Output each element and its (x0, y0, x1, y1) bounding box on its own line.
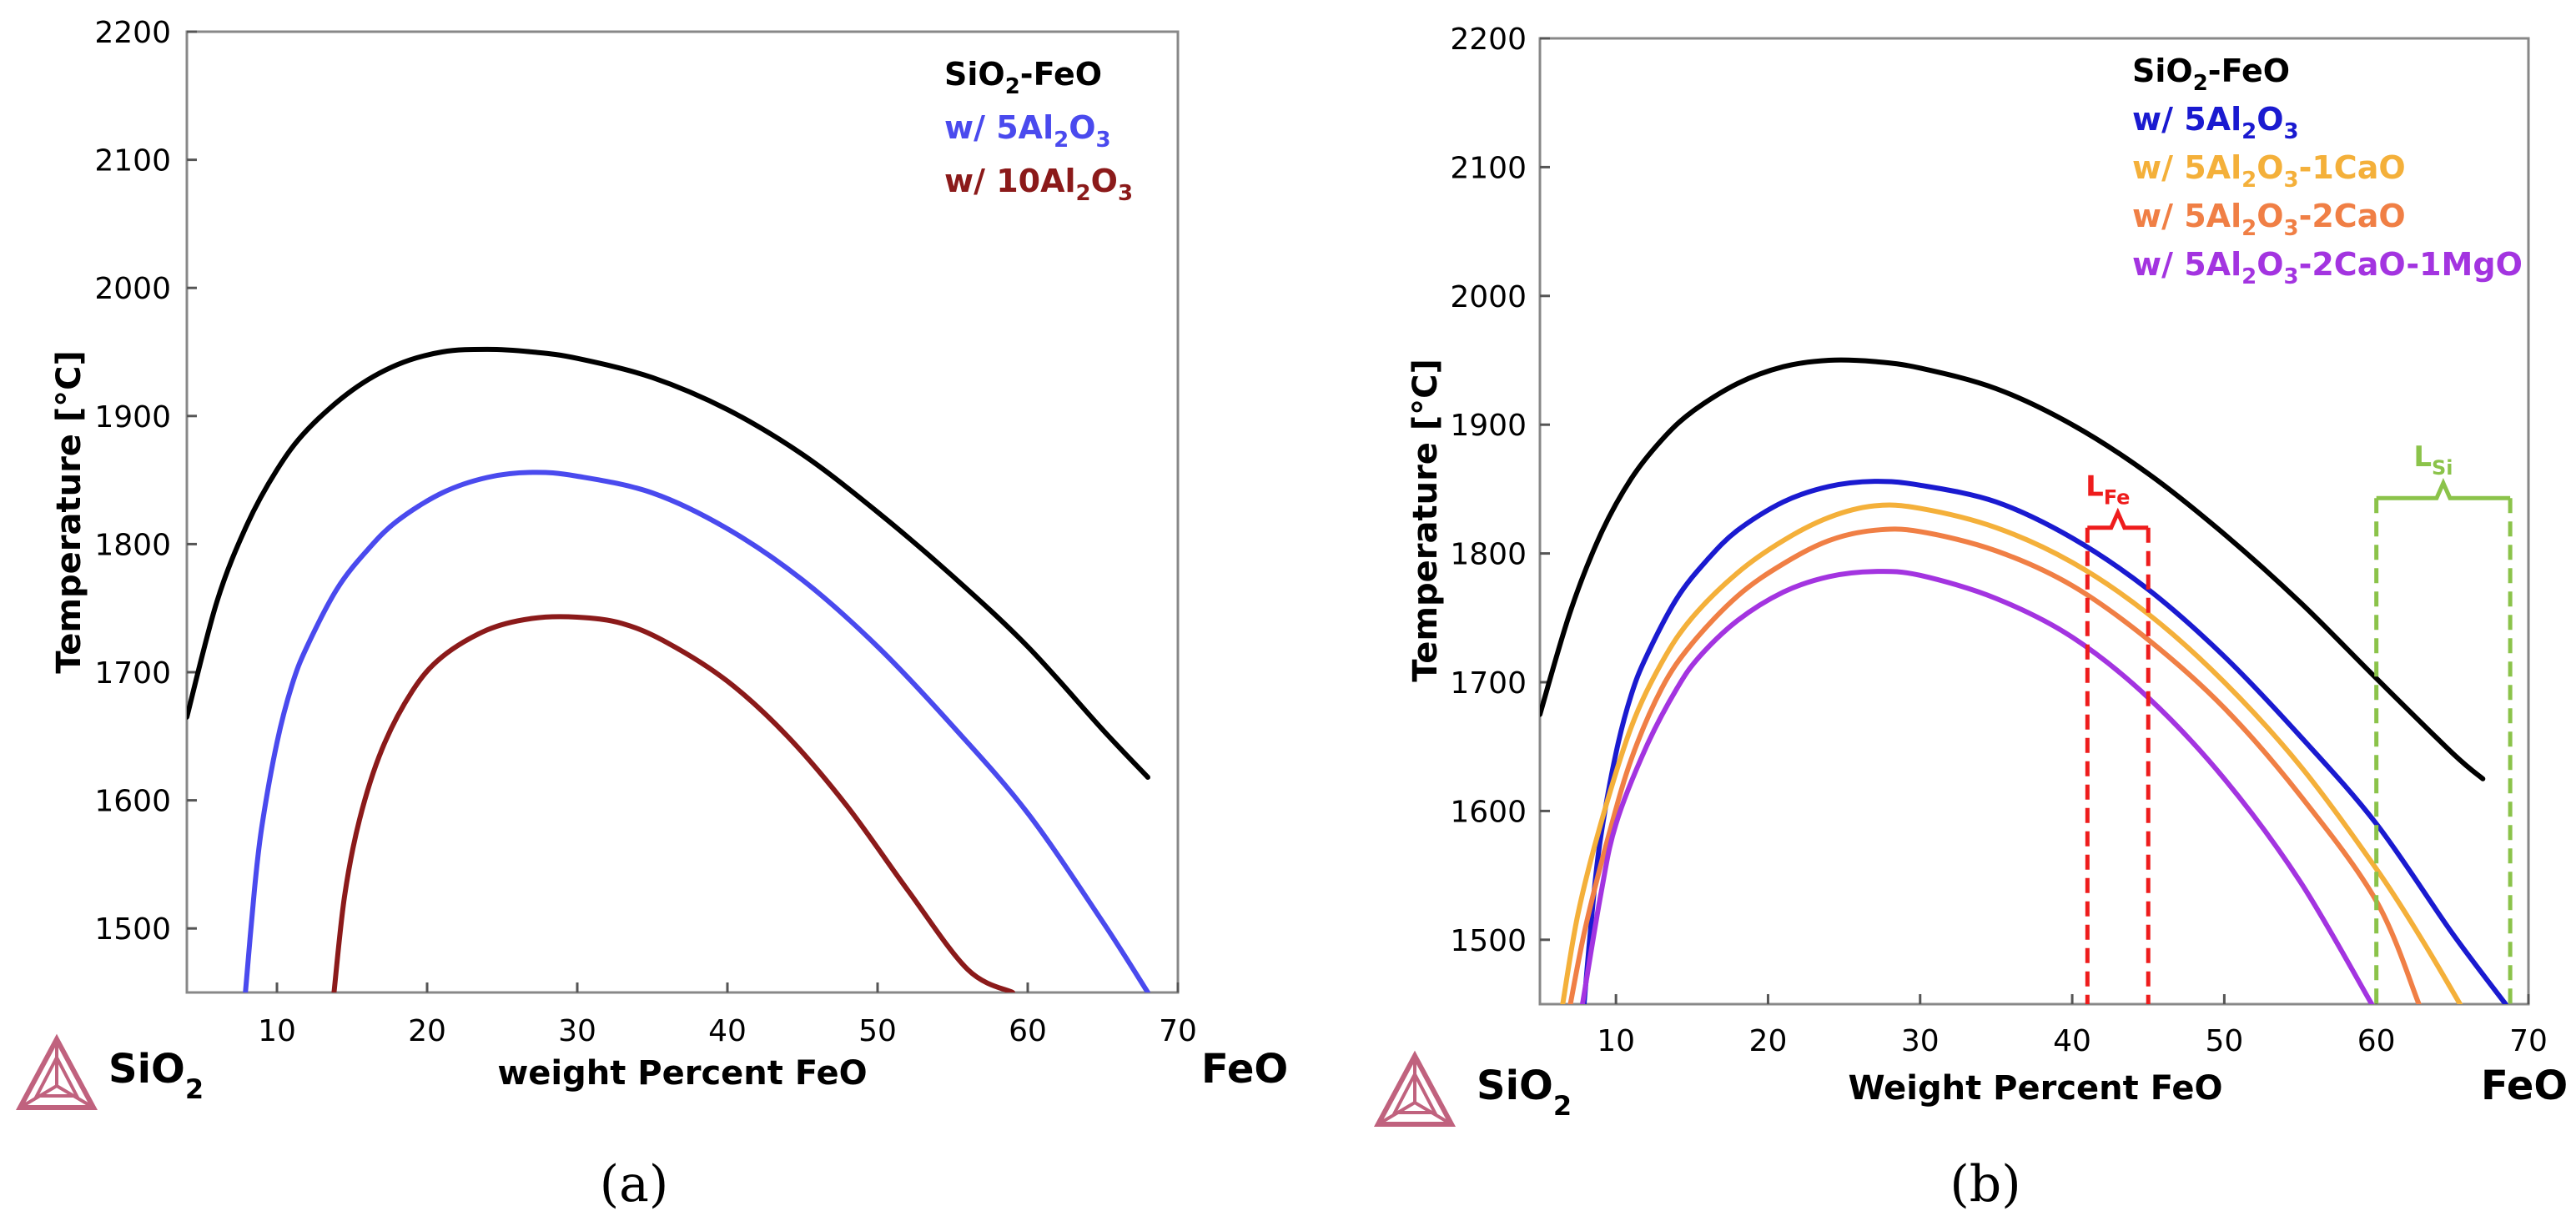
x-tick-label: 10 (1597, 1024, 1635, 1058)
feo-endpoint-label: FeO (1201, 1046, 1288, 1093)
x-tick-label: 60 (2357, 1024, 2396, 1058)
chart-panel-a: 1500 1600 1700 1800 1900 2000 2100 2200 10 20 30 4… (15, 16, 1288, 1213)
panel-label-a: (a) (600, 1155, 669, 1213)
y-tick-label: 1500 (1450, 924, 1527, 958)
thermo-calc-logo (15, 1033, 98, 1110)
x-ticks: 10 20 30 40 50 60 70 (258, 982, 1197, 1048)
y-tick-label: 1800 (94, 528, 171, 562)
y-tick-label: 2100 (94, 144, 171, 178)
feo-endpoint-label: FeO (2481, 1063, 2568, 1109)
series-line-2 (331, 614, 1015, 992)
legend-entry: w/ 5Al2O3-2CaO-1MgO (2132, 246, 2523, 289)
y-tick-label: 2000 (94, 272, 171, 306)
series-line-1 (243, 470, 1150, 992)
legend-entry: w/ 5Al2O3-2CaO (2132, 198, 2406, 241)
series-line-0 (1540, 357, 2486, 781)
x-tick-label: 30 (1901, 1024, 1940, 1058)
y-tick-label: 1900 (1450, 409, 1527, 443)
series-line-0 (187, 346, 1150, 780)
legend-entry: w/ 5Al2O3-1CaO (2132, 149, 2406, 193)
legend-entry: w/ 5Al2O3 (2132, 101, 2299, 144)
series-lines (187, 346, 1150, 992)
region-bracket: LSi (2374, 440, 2513, 1004)
x-tick-label: 60 (1009, 1014, 1047, 1048)
region-label: LSi (2413, 440, 2453, 480)
panel-label-b: (b) (1950, 1155, 2020, 1213)
series-lines (1540, 357, 2508, 1004)
thermo-calc-logo (1373, 1050, 1457, 1127)
series-line-3 (1567, 526, 2422, 1004)
y-tick-label: 2000 (1450, 280, 1527, 314)
legend: SiO2-FeO w/ 5Al2O3 w/ 5Al2O3-1CaO w/ 5Al2O3… (2132, 53, 2523, 289)
y-axis-label: Temperature [°C] (1406, 359, 1445, 682)
legend-entry: w/ 10Al2O3 (944, 163, 1133, 206)
y-tick-label: 1600 (94, 785, 171, 819)
sio2-endpoint-label: SiO2 (1477, 1063, 1572, 1122)
legend: SiO2-FeO w/ 5Al2O3 w/ 10Al2O3 (944, 56, 1133, 206)
y-ticks: 1500 1600 1700 1800 1900 2000 2100 2200 (1450, 23, 1550, 958)
region-annotations: LFe LSi (2085, 440, 2513, 1004)
region-bracket: LFe (2085, 470, 2151, 1004)
y-axis-label: Temperature [°C] (50, 350, 88, 674)
legend-entry: w/ 5Al2O3 (944, 109, 1111, 153)
x-tick-label: 30 (558, 1014, 596, 1048)
x-tick-label: 70 (2509, 1024, 2548, 1058)
x-axis-label: Weight Percent FeO (1848, 1069, 2222, 1108)
region-label: LFe (2085, 470, 2130, 510)
y-tick-label: 1800 (1450, 538, 1527, 572)
y-tick-label: 1700 (1450, 666, 1527, 701)
x-tick-label: 40 (708, 1014, 747, 1048)
series-line-2 (1560, 502, 2463, 1004)
y-tick-label: 1700 (94, 656, 171, 691)
y-tick-label: 2200 (94, 16, 171, 50)
y-tick-label: 2100 (1450, 151, 1527, 185)
legend-entry: SiO2-FeO (2132, 53, 2290, 96)
x-tick-label: 70 (1159, 1014, 1197, 1048)
plot-frame (185, 30, 1180, 994)
y-ticks: 1500 1600 1700 1800 1900 2000 2100 2200 (94, 16, 197, 947)
y-tick-label: 1900 (94, 400, 171, 435)
x-axis-label: weight Percent FeO (497, 1054, 867, 1093)
x-tick-label: 20 (1749, 1024, 1788, 1058)
chart-panel-b: 1500 1600 1700 1800 1900 2000 2100 2200 10 20 30 4… (1373, 23, 2568, 1213)
y-tick-label: 1500 (94, 912, 171, 947)
x-tick-label: 50 (858, 1014, 897, 1048)
plot-frame (1538, 37, 2530, 1006)
sio2-endpoint-label: SiO2 (108, 1046, 204, 1105)
x-tick-label: 20 (408, 1014, 446, 1048)
x-tick-label: 40 (2053, 1024, 2091, 1058)
legend-entry: SiO2-FeO (944, 56, 1102, 99)
y-tick-label: 2200 (1450, 23, 1527, 57)
y-tick-label: 1600 (1450, 795, 1527, 829)
x-tick-label: 10 (258, 1014, 296, 1048)
series-line-4 (1580, 569, 2375, 1004)
x-tick-label: 50 (2205, 1024, 2243, 1058)
x-ticks: 10 20 30 40 50 60 70 (1597, 994, 2548, 1058)
series-line-1 (1581, 479, 2508, 1004)
